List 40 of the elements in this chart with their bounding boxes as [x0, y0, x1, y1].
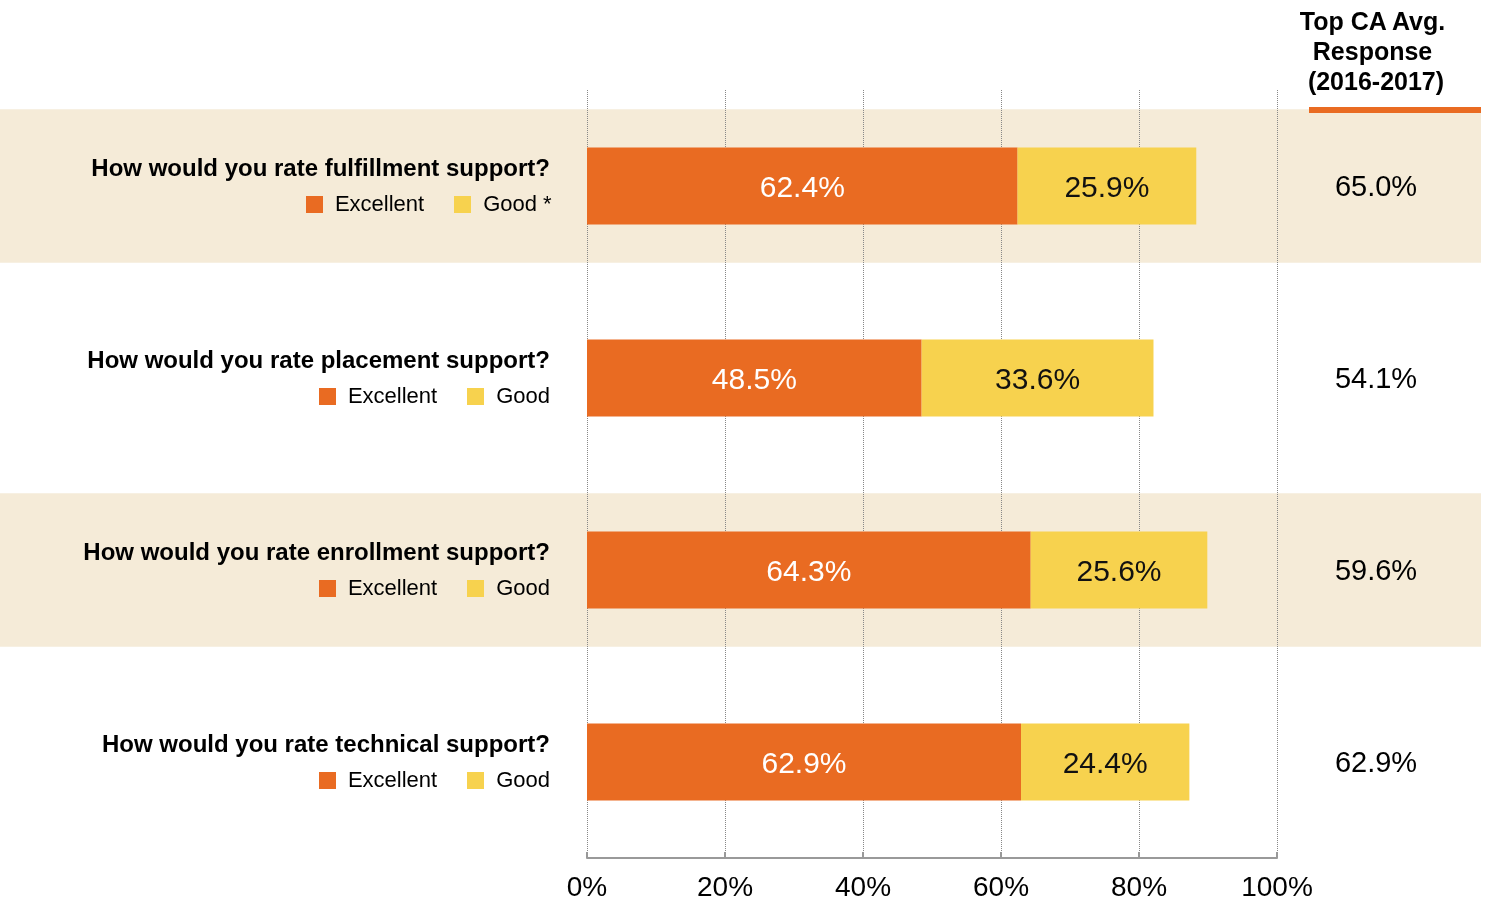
y-tick-label: How would you rate enrollment support? [83, 537, 550, 565]
data-label: 24.4% [1062, 745, 1148, 779]
bar [921, 339, 1154, 417]
bar [587, 723, 1022, 801]
x-tick-label: 60% [972, 870, 1030, 902]
text: 65.0% [1334, 170, 1418, 202]
y-tick-label: How would you rate technical support? [101, 729, 550, 757]
text: 62.9% [1334, 746, 1418, 778]
text: 54.1% [1334, 362, 1418, 394]
x-tick-label: 20% [696, 870, 754, 902]
bar [587, 147, 1018, 225]
text: Good [496, 575, 550, 600]
y-tick-label: How would you rate placement support? [87, 345, 550, 373]
data-label: 25.6% [1076, 553, 1162, 587]
x-tick-label: 0% [566, 870, 608, 902]
x-tick-label: 80% [1110, 870, 1168, 902]
data-label: 25.9% [1064, 169, 1150, 203]
y2-axis-title: Top CA Avg. Response (2016-2017) [1299, 7, 1453, 95]
text: Excellent [334, 191, 425, 216]
bar [1017, 147, 1197, 225]
data-label: 33.6% [995, 361, 1081, 395]
text: Good [483, 191, 537, 216]
x-tick-label: 40% [834, 870, 892, 902]
text: 59.6% [1334, 554, 1418, 586]
y-tick-label: How would you rate fulfillment support? [91, 153, 550, 181]
legend-label: Excellent [347, 383, 438, 409]
data-label: 62.4% [759, 169, 845, 203]
text: Excellent [347, 575, 438, 600]
x-tick-label: 100% [1241, 870, 1313, 902]
data-label: 62.9% [761, 745, 847, 779]
data-label: 48.5% [711, 361, 797, 395]
bar [1030, 531, 1208, 609]
text: * [543, 190, 552, 216]
bar [1021, 723, 1190, 801]
bar [587, 339, 922, 417]
text: Excellent [347, 767, 438, 792]
bar [587, 531, 1031, 609]
data-label: 64.3% [766, 553, 852, 587]
text: Good [496, 767, 550, 792]
legend-label: Good [496, 383, 550, 409]
